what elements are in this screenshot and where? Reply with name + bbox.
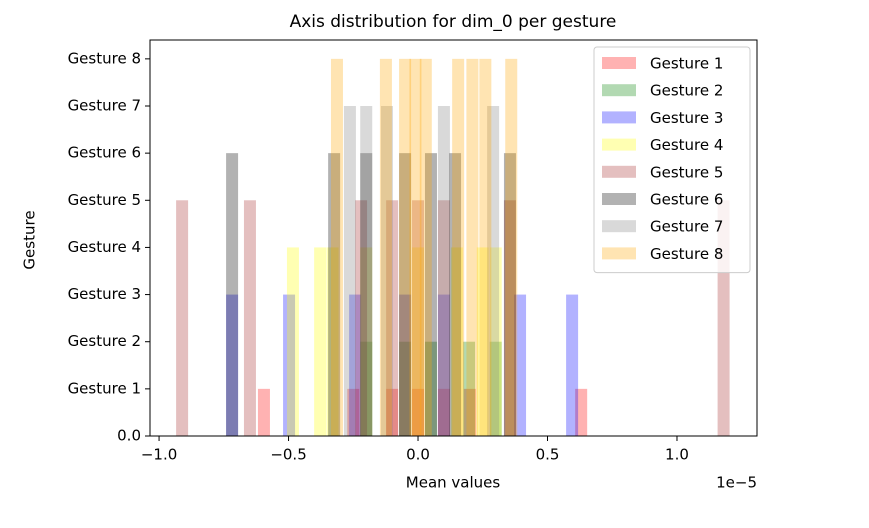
bar <box>566 294 579 436</box>
y-tick-label: Gesture 8 <box>68 49 141 67</box>
bar <box>355 200 368 436</box>
bar <box>349 294 362 436</box>
bar <box>409 58 422 436</box>
bar <box>437 200 450 436</box>
y-axis-label: Gesture <box>21 210 39 269</box>
bar <box>503 200 516 436</box>
bar <box>514 294 527 436</box>
legend-swatch <box>602 84 636 97</box>
legend-label: Gesture 2 <box>650 82 723 100</box>
bar <box>399 153 412 436</box>
legend-label: Gesture 5 <box>650 163 723 181</box>
legend-label: Gesture 4 <box>650 136 723 154</box>
bar <box>343 106 356 436</box>
bar <box>489 247 502 436</box>
bar <box>424 341 437 436</box>
x-tick-label: −0.5 <box>270 446 306 464</box>
legend-swatch <box>602 220 636 233</box>
bar <box>412 388 425 436</box>
bar <box>463 341 476 436</box>
x-tick-label: 1.0 <box>665 446 689 464</box>
bar <box>399 341 412 436</box>
bar <box>466 58 479 436</box>
bar <box>360 106 373 436</box>
legend-swatch <box>602 138 636 151</box>
y-tick-label: Gesture 1 <box>68 379 141 397</box>
bar <box>452 58 465 436</box>
bar <box>412 200 425 436</box>
bar <box>450 247 463 436</box>
legend-label: Gesture 7 <box>650 218 723 236</box>
bar <box>176 200 189 436</box>
bar <box>463 388 476 436</box>
y-tick-label: Gesture 3 <box>68 285 141 303</box>
legend-swatch <box>602 193 636 205</box>
legend-swatch <box>602 247 636 260</box>
bar <box>503 153 516 436</box>
legend-swatch <box>602 57 636 69</box>
plot-frame <box>149 39 758 437</box>
bar <box>226 294 239 436</box>
bar <box>257 388 270 436</box>
bar <box>314 247 327 436</box>
y-tick-label: Gesture 5 <box>68 191 141 209</box>
legend-swatch <box>602 165 636 178</box>
bar <box>505 58 518 436</box>
y-tick-label: Gesture 2 <box>68 332 141 350</box>
bar <box>386 200 399 436</box>
bar <box>360 341 373 436</box>
legend-label: Gesture 1 <box>650 55 723 73</box>
bar <box>286 247 299 436</box>
bar <box>226 153 239 436</box>
y-tick-label: Gesture 7 <box>68 97 141 115</box>
y-tick-label: 0.0 <box>117 427 141 445</box>
x-tick-label: 0.5 <box>536 446 560 464</box>
bar <box>243 200 256 436</box>
bar <box>437 294 450 436</box>
y-tick-label: Gesture 6 <box>68 144 141 162</box>
bar <box>424 153 437 436</box>
bar <box>386 388 399 436</box>
bar <box>360 153 373 436</box>
bar <box>412 247 425 436</box>
bar <box>487 106 500 436</box>
bar <box>326 247 339 436</box>
legend-swatch <box>602 111 636 124</box>
x-tick-label: 0.0 <box>406 446 430 464</box>
legend-label: Gesture 6 <box>650 191 723 209</box>
bar <box>476 247 489 436</box>
legend-box <box>593 46 751 274</box>
bar <box>379 58 392 436</box>
bar <box>283 294 296 436</box>
chart-title: Axis distribution for dim_0 per gesture <box>290 12 617 32</box>
bar <box>380 106 393 436</box>
bar <box>449 153 462 436</box>
x-tick-label: −1.0 <box>141 446 177 464</box>
y-tick-label: Gesture 4 <box>68 238 141 256</box>
bar <box>479 58 492 436</box>
x-offset-label: 1e−5 <box>716 474 757 492</box>
bar <box>328 153 341 436</box>
bar <box>489 341 502 436</box>
bar <box>360 247 373 436</box>
x-axis-label: Mean values <box>406 474 501 492</box>
bar <box>399 294 412 436</box>
legend-label: Gesture 3 <box>650 109 723 127</box>
bar <box>330 58 343 436</box>
bar <box>437 388 450 436</box>
bar <box>347 388 360 436</box>
bar <box>575 388 588 436</box>
bar <box>419 58 432 436</box>
bar <box>437 106 450 436</box>
legend-label: Gesture 8 <box>650 245 723 263</box>
bar <box>399 58 412 436</box>
